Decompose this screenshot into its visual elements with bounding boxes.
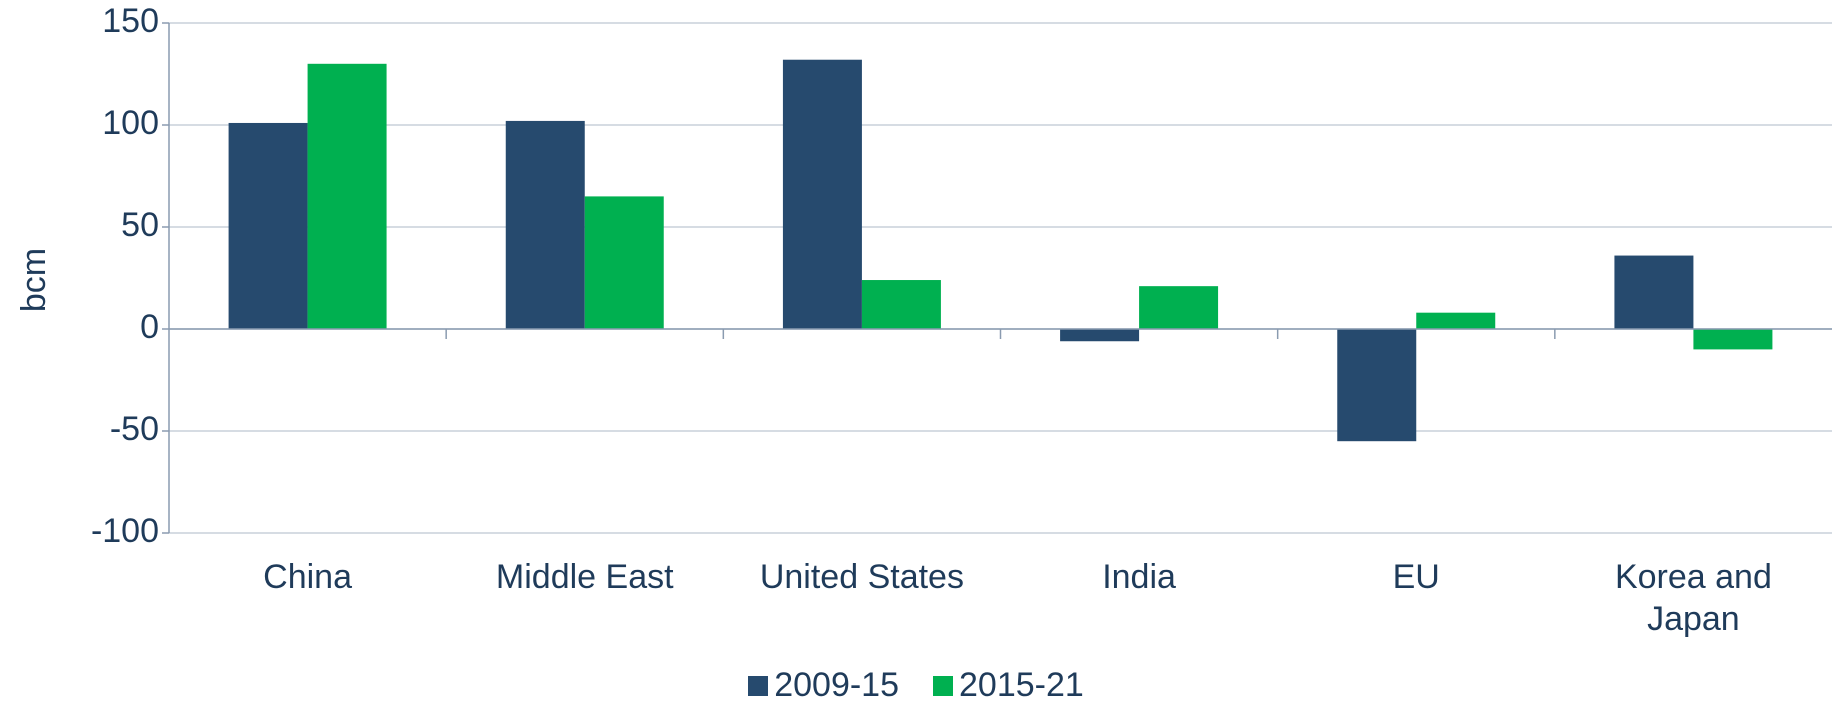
bar: [1416, 312, 1496, 329]
y-tick-label: -100: [91, 512, 159, 550]
bar: [1693, 329, 1773, 350]
bar: [861, 280, 941, 329]
bar: [1060, 329, 1140, 342]
y-tick-label: 0: [140, 308, 159, 346]
x-tick-label: United States: [759, 558, 964, 596]
legend-label: 2015-21: [959, 666, 1084, 704]
x-tick-label: India: [1102, 558, 1176, 596]
bar: [782, 59, 862, 329]
legend-item: 2009-15: [748, 666, 899, 705]
y-axis-title: bcm: [15, 248, 53, 312]
y-tick-label: 50: [121, 206, 159, 244]
bar: [1139, 286, 1219, 329]
legend-swatch: [933, 675, 953, 696]
bar: [584, 196, 664, 329]
legend-label: 2009-15: [774, 666, 899, 704]
bar: [1337, 329, 1417, 442]
x-tick-label: EU: [1392, 558, 1440, 596]
y-tick-label: 150: [102, 2, 159, 40]
legend-item: 2015-21: [933, 666, 1084, 705]
x-tick-label: China: [263, 558, 352, 596]
y-tick-label: 100: [102, 104, 159, 142]
bar: [1614, 255, 1694, 329]
legend: 2009-15 2015-21: [0, 666, 1832, 705]
bar: [228, 122, 308, 330]
legend-swatch: [748, 675, 769, 696]
x-tick-label: Middle East: [495, 558, 674, 596]
bar: [307, 63, 387, 330]
bar: [505, 120, 585, 329]
y-tick-label: -50: [110, 410, 159, 448]
x-tick-label: Korea and Japan: [1614, 558, 1772, 638]
